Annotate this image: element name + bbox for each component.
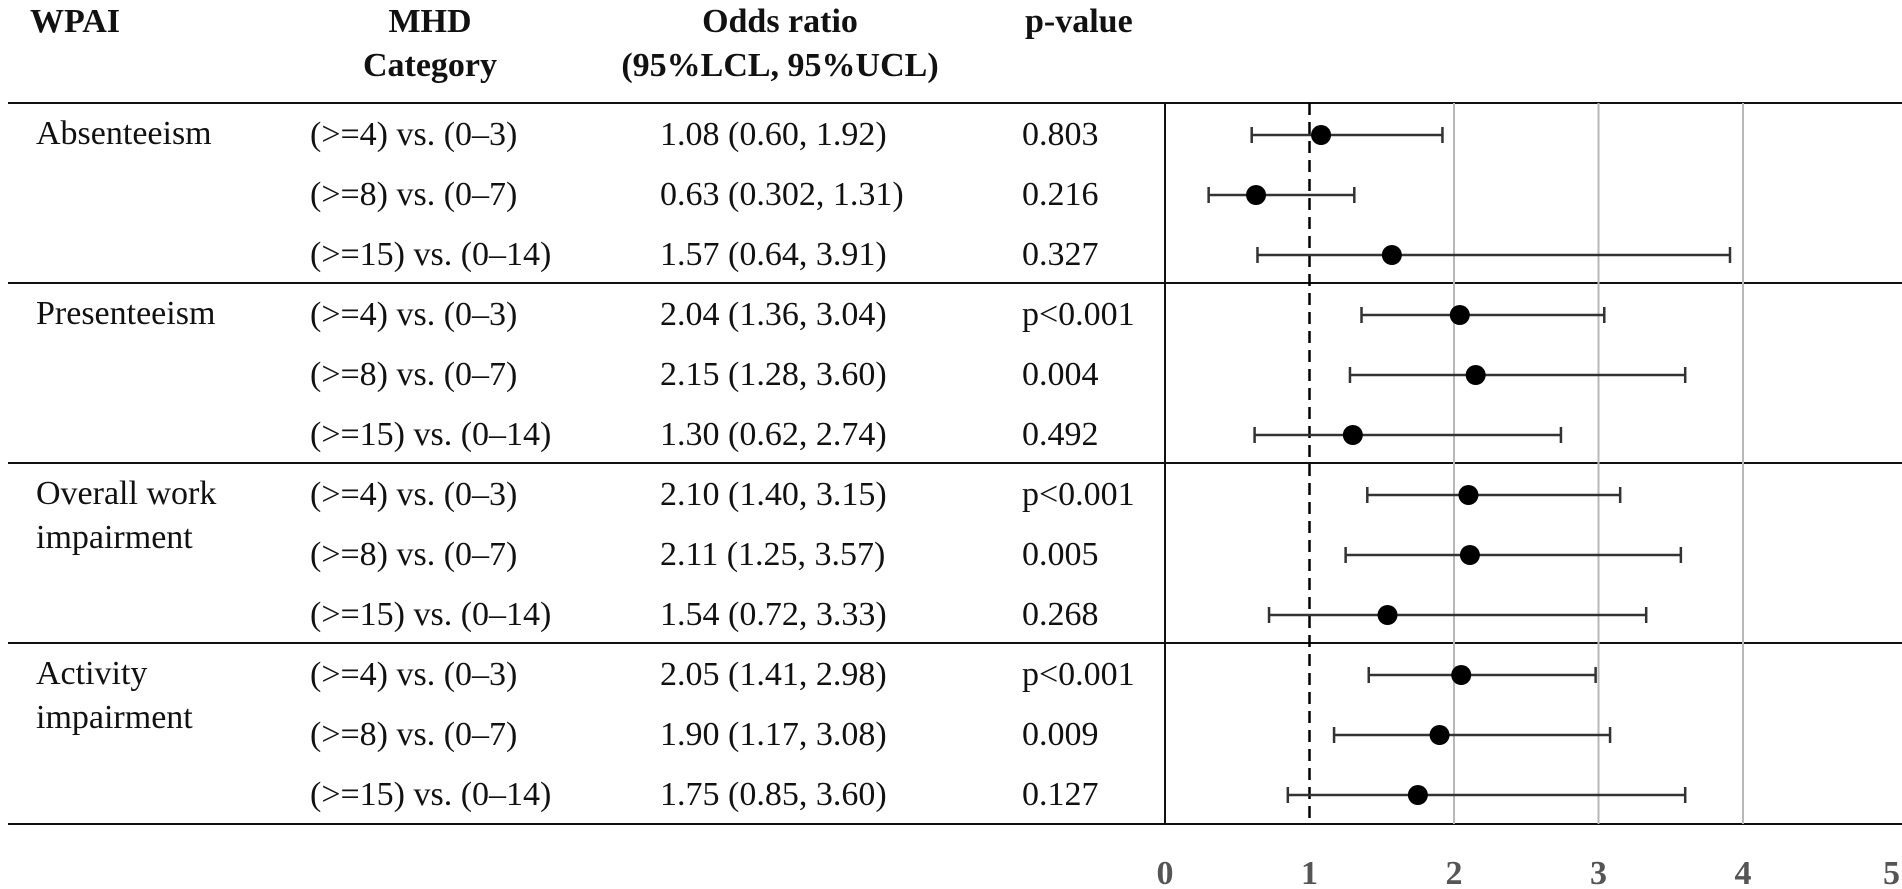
x-tick-label: 3 [1590,855,1607,889]
group-label-line1: Overall work [36,475,217,512]
mhd-category-cell: (>=15) vs. (0–14) [310,596,552,633]
x-tick-label: 1 [1301,855,1318,889]
group-label-line1: Presenteeism [36,295,216,332]
mhd-category-cell: (>=15) vs. (0–14) [310,776,552,813]
odds-ratio-cell: 1.08 (0.60, 1.92) [660,116,887,153]
mhd-category-cell: (>=4) vs. (0–3) [310,296,518,333]
p-value-cell: p<0.001 [1022,296,1135,333]
point-estimate [1246,185,1267,205]
mhd-category-cell: (>=4) vs. (0–3) [310,116,518,153]
point-estimate [1342,425,1363,445]
header-mhd-category: MHD Category [280,0,580,88]
p-value-cell: 0.127 [1022,776,1099,813]
odds-ratio-cell: 2.05 (1.41, 2.98) [660,656,887,693]
mhd-category-cell: (>=8) vs. (0–7) [310,536,518,573]
point-estimate [1458,485,1479,505]
mhd-category-cell: (>=8) vs. (0–7) [310,716,518,753]
group-label-absenteeism: Absenteeism [36,112,212,156]
group-label-activity-impairment: Activity impairment [36,652,193,740]
header-p-value: p-value [1025,3,1133,40]
header-wpai: WPAI [30,3,121,40]
group-label-overall-work-impairment: Overall work impairment [36,472,216,560]
x-axis: 0 1 2 3 4 5 [1157,855,1901,889]
x-tick-label: 5 [1883,855,1900,889]
group-label-presenteeism: Presenteeism [36,292,215,336]
point-estimate [1311,125,1332,145]
p-value-cell: 0.327 [1022,236,1099,273]
odds-ratio-cell: 1.54 (0.72, 3.33) [660,596,887,633]
table-rules [8,102,1902,825]
p-value-cell: 0.216 [1022,176,1099,213]
header-mhd-line2: Category [362,47,498,84]
group-label-line1: Absenteeism [36,115,212,152]
odds-ratio-cell: 1.90 (1.17, 3.08) [660,716,887,753]
header-odds-ratio: Odds ratio (95%LCL, 95%UCL) [590,0,970,88]
group-label-line2: impairment [36,699,193,736]
point-estimate [1459,545,1480,565]
x-tick-label: 0 [1157,855,1174,889]
x-tick-label: 2 [1446,855,1463,889]
odds-ratio-cell: 2.04 (1.36, 3.04) [660,296,887,333]
p-value-cell: 0.004 [1022,356,1099,393]
plot-gridlines [1308,103,1744,824]
point-estimate [1377,605,1398,625]
header-or-line2: (95%LCL, 95%UCL) [621,47,939,84]
odds-ratio-cell: 2.15 (1.28, 3.60) [660,356,887,393]
point-estimate [1465,365,1486,385]
point-estimate [1381,245,1402,265]
point-estimate [1407,785,1428,805]
header-mhd-line1: MHD [388,3,472,40]
p-value-cell: 0.492 [1022,416,1099,453]
header-or-line1: Odds ratio [702,3,858,40]
odds-ratio-cell: 1.75 (0.85, 3.60) [660,776,887,813]
point-estimate [1449,305,1470,325]
mhd-category-cell: (>=4) vs. (0–3) [310,476,518,513]
odds-ratio-cell: 2.10 (1.40, 3.15) [660,476,887,513]
p-value-cell: p<0.001 [1022,476,1135,513]
plot-marks [1207,125,1732,805]
odds-ratio-cell: 0.63 (0.302, 1.31) [660,176,904,213]
mhd-category-cell: (>=8) vs. (0–7) [310,356,518,393]
odds-ratio-cell: 1.57 (0.64, 3.91) [660,236,887,273]
p-value-cell: 0.005 [1022,536,1099,573]
mhd-category-cell: (>=8) vs. (0–7) [310,176,518,213]
mhd-category-cell: (>=4) vs. (0–3) [310,656,518,693]
mhd-category-cell: (>=15) vs. (0–14) [310,236,552,273]
mhd-category-cell: (>=15) vs. (0–14) [310,416,552,453]
p-value-cell: 0.009 [1022,716,1099,753]
odds-ratio-cell: 2.11 (1.25, 3.57) [660,536,886,573]
group-label-line1: Activity [36,655,148,692]
p-value-cell: p<0.001 [1022,656,1135,693]
group-label-line2: impairment [36,519,193,556]
point-estimate [1451,665,1472,685]
x-tick-label: 4 [1735,855,1752,889]
p-value-cell: 0.268 [1022,596,1099,633]
p-value-cell: 0.803 [1022,116,1099,153]
point-estimate [1429,725,1450,745]
odds-ratio-cell: 1.30 (0.62, 2.74) [660,416,887,453]
